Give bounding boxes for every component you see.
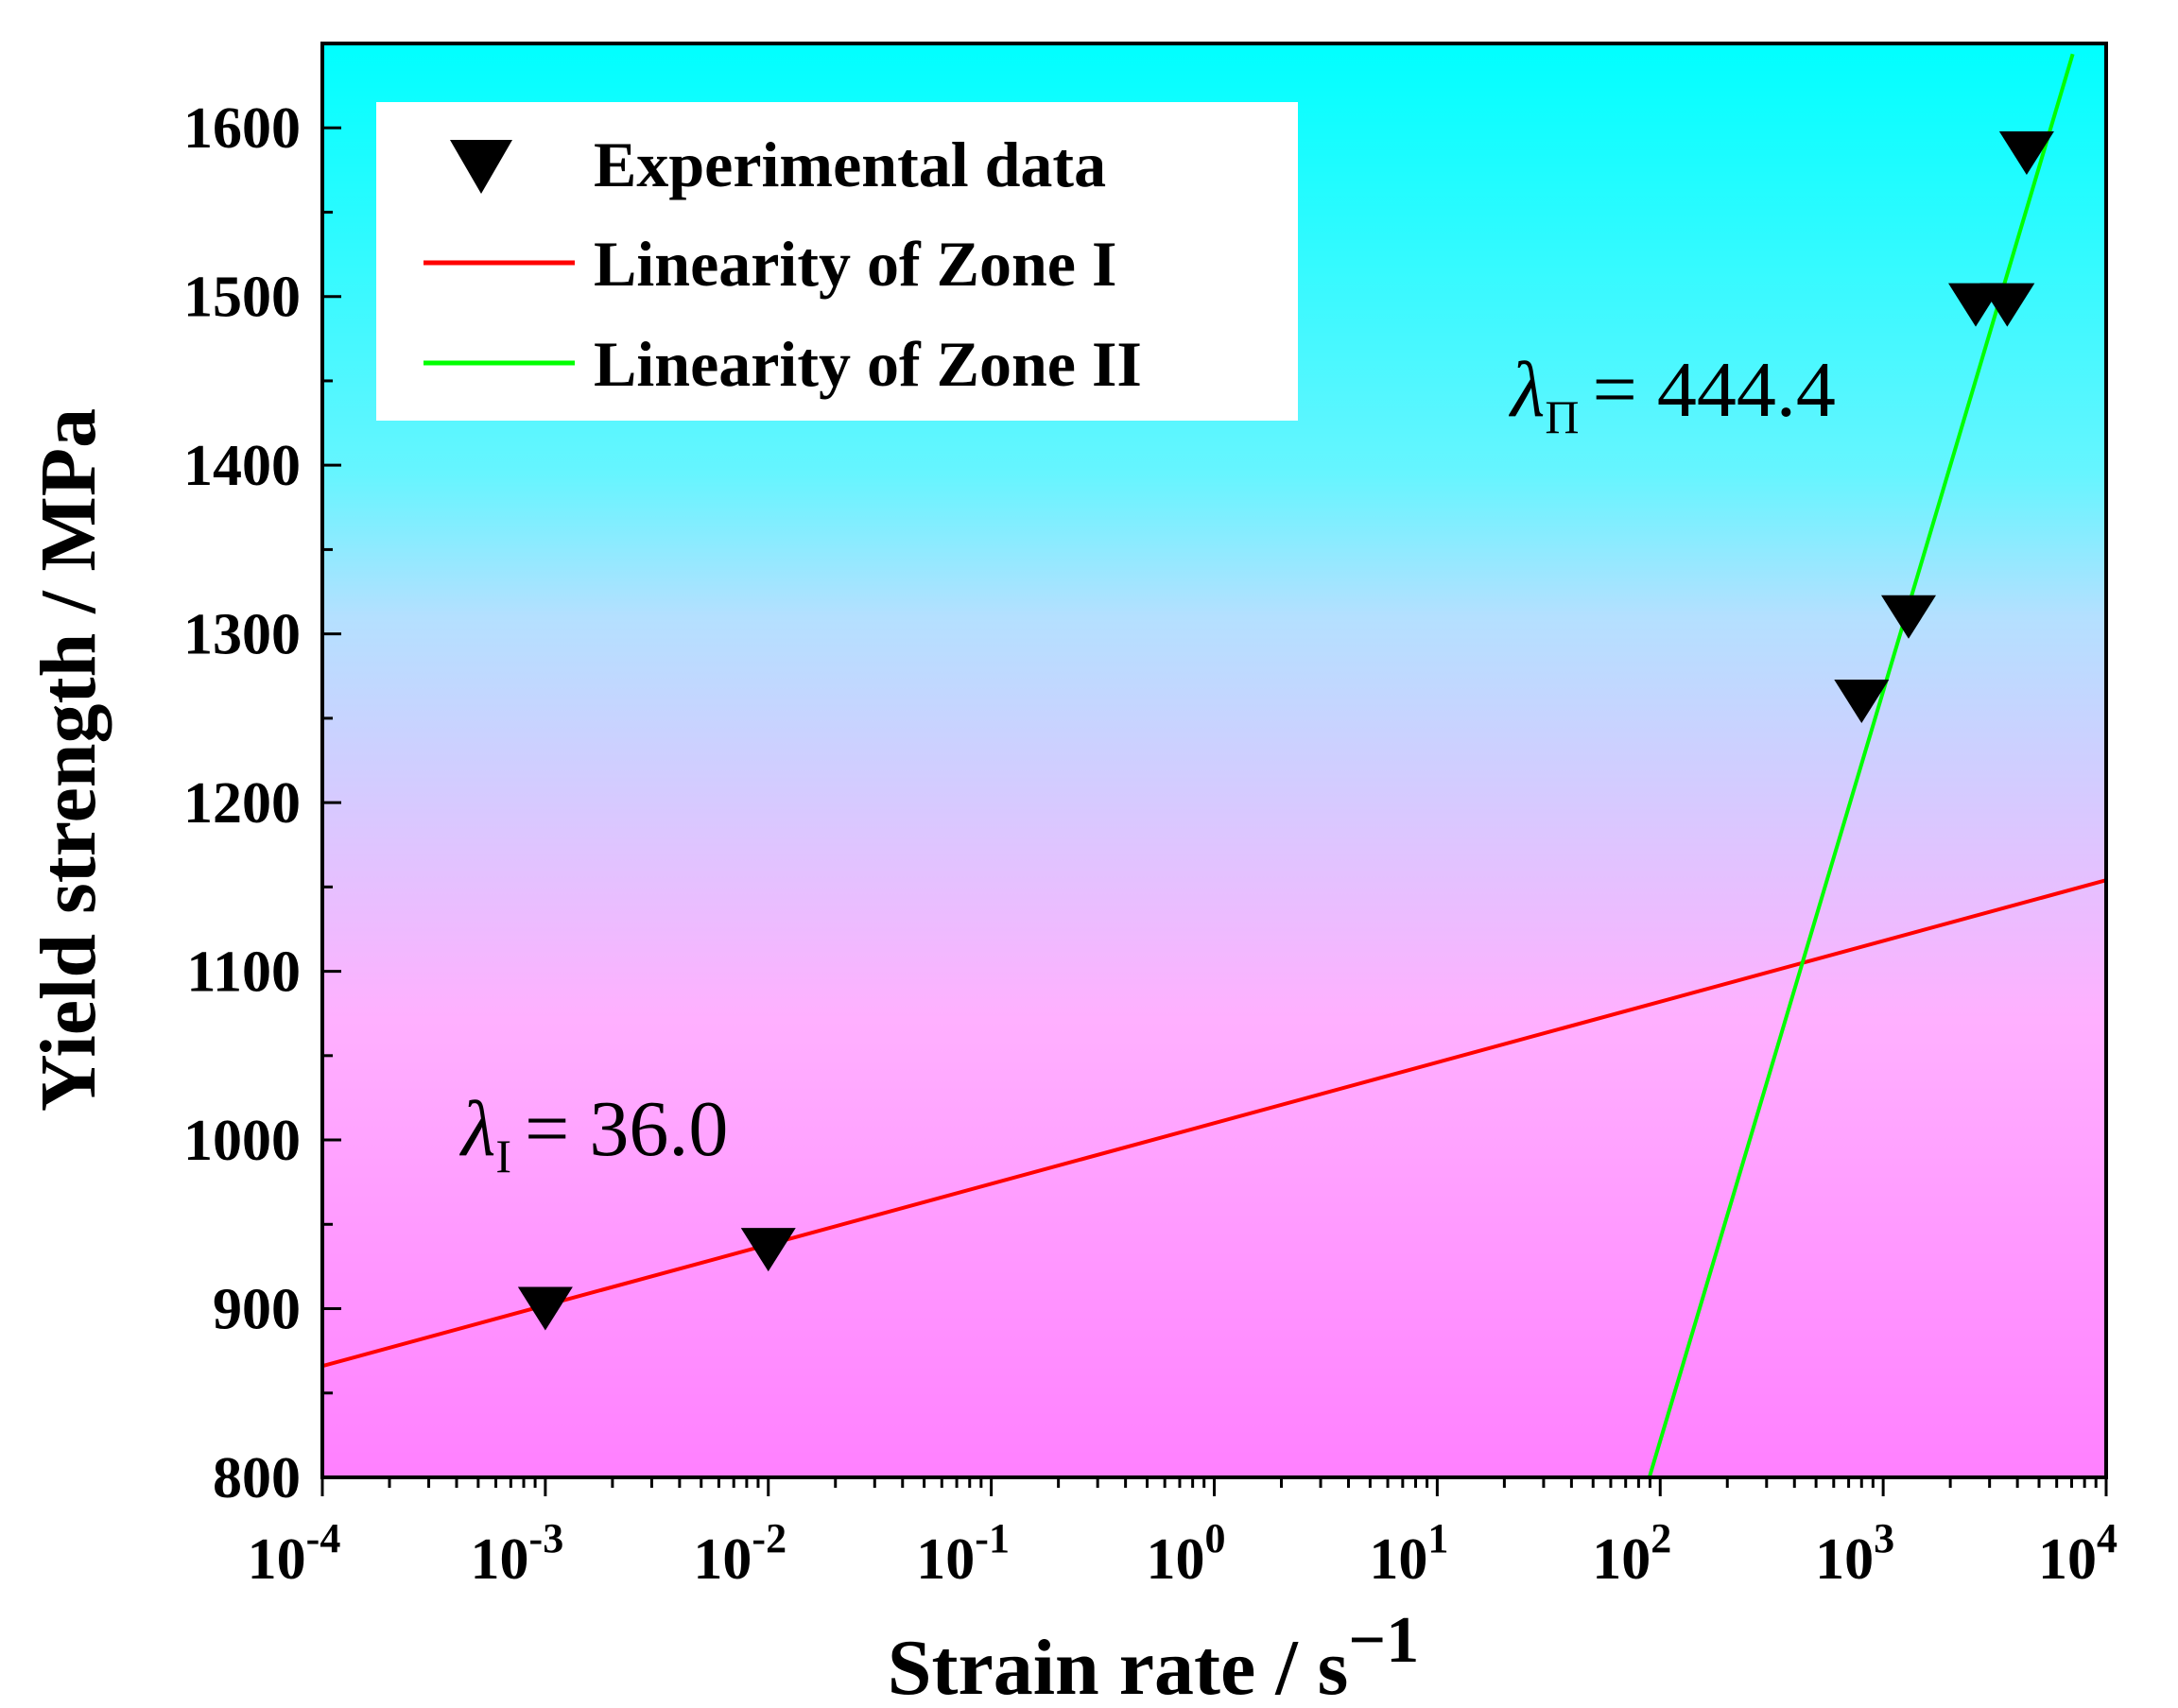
annotation-zone1-value: = 36.0: [525, 1085, 728, 1173]
data-point: [1979, 283, 2035, 327]
legend-marker-experimental: [450, 140, 512, 194]
x-tick-label-exponent: 0: [1205, 1515, 1226, 1561]
annotation-zone1: λI = 36.0: [458, 1085, 728, 1182]
x-tick-label: 103: [1815, 1515, 1894, 1592]
x-tick-label: 10-1: [916, 1515, 1010, 1592]
y-tick-label: 1500: [183, 266, 301, 330]
y-tick-label: 1000: [183, 1109, 301, 1173]
x-tick-label-exponent: -4: [306, 1515, 341, 1561]
x-tick-label-base: 10: [1369, 1527, 1427, 1592]
x-tick-label-exponent: -1: [975, 1515, 1010, 1561]
axis-ticks: [320, 42, 2108, 1496]
x-tick-label: 10-4: [248, 1515, 341, 1592]
legend-label-zone2: Linearity of Zone II: [594, 328, 1142, 400]
data-point: [1834, 680, 1890, 724]
y-tick-label: 1200: [183, 771, 301, 836]
x-axis-title-exponent: −1: [1348, 1604, 1419, 1677]
x-tick-label-exponent: -2: [752, 1515, 786, 1561]
y-axis-title: Yield strength / MPa: [25, 408, 112, 1112]
annotation-zone2-value: = 444.4: [1593, 346, 1836, 434]
x-tick-label-exponent: 2: [1651, 1515, 1671, 1561]
x-tick-label-base: 10: [916, 1527, 975, 1592]
x-tick-labels: 10-4 10-3 10-2 10-1 100 101 102 103 104: [248, 1515, 2118, 1592]
x-tick-label-base: 10: [1592, 1527, 1651, 1592]
y-tick-label: 900: [213, 1278, 301, 1342]
legend-label-experimental: Experimental data: [594, 129, 1106, 200]
data-markers: [517, 131, 2054, 1331]
annotation-zone2-subscript: Π: [1545, 390, 1579, 443]
data-point: [1881, 595, 1937, 639]
x-tick-label-exponent: 3: [1874, 1515, 1894, 1561]
x-axis-title-text: Strain rate / s: [888, 1624, 1349, 1708]
fit-line-zone1: [322, 878, 2106, 1369]
x-tick-label: 100: [1147, 1515, 1226, 1592]
x-tick-label: 104: [2038, 1515, 2118, 1592]
x-tick-label: 10-3: [471, 1515, 564, 1592]
y-tick-labels: 800 900 1000 1100 1200 1300 1400 1500 1600: [183, 96, 301, 1510]
x-tick-label-base: 10: [2038, 1527, 2097, 1592]
x-tick-label-base: 10: [693, 1527, 752, 1592]
x-tick-label: 101: [1369, 1515, 1448, 1592]
x-tick-label-base: 10: [471, 1527, 529, 1592]
annotation-zone1-lambda: λ: [458, 1085, 495, 1173]
data-point: [1998, 131, 2054, 176]
annotation-zone1-subscript: I: [495, 1130, 511, 1182]
x-tick-label: 102: [1592, 1515, 1671, 1592]
legend: Experimental data Linearity of Zone I Li…: [376, 102, 1298, 421]
x-tick-label-base: 10: [248, 1527, 306, 1592]
annotation-zone2-lambda: λ: [1508, 346, 1545, 434]
data-point: [517, 1286, 573, 1331]
legend-label-zone1: Linearity of Zone I: [594, 228, 1116, 300]
x-tick-label-base: 10: [1815, 1527, 1874, 1592]
x-tick-label-exponent: -3: [529, 1515, 564, 1561]
y-tick-label: 1100: [186, 940, 301, 1005]
y-tick-label: 800: [213, 1446, 301, 1510]
x-tick-label-base: 10: [1147, 1527, 1205, 1592]
y-tick-label: 1300: [183, 603, 301, 667]
y-tick-label: 1600: [183, 96, 301, 161]
x-tick-label-exponent: 4: [2097, 1515, 2118, 1561]
x-tick-label-exponent: 1: [1427, 1515, 1448, 1561]
x-axis-title: Strain rate / s−1: [888, 1604, 1419, 1708]
y-tick-label: 1400: [183, 434, 301, 498]
annotation-zone2: λΠ = 444.4: [1508, 346, 1836, 443]
data-point: [740, 1228, 796, 1272]
x-tick-label: 10-2: [693, 1515, 786, 1592]
